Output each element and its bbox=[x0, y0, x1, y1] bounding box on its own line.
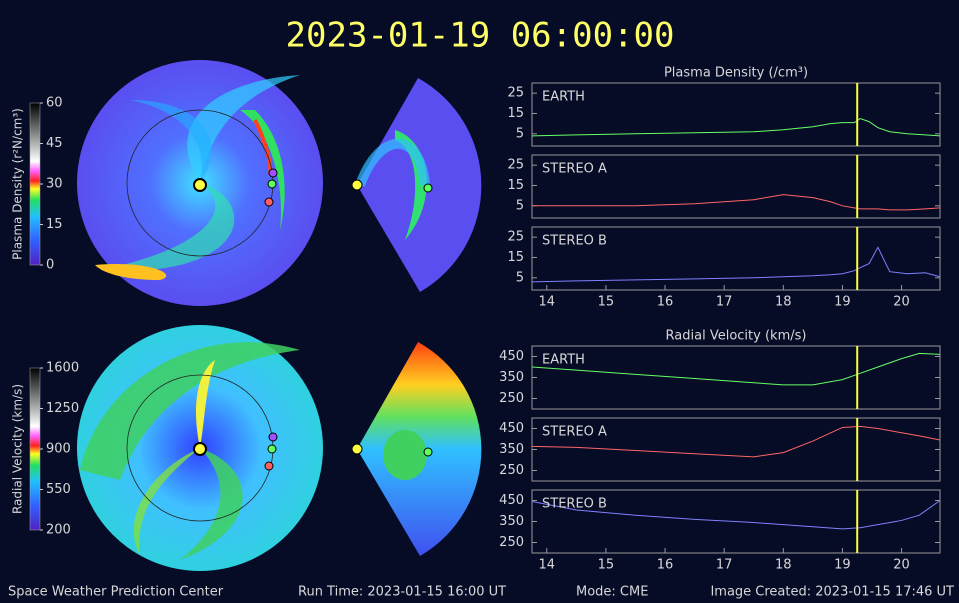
y-tick-label: 15 bbox=[507, 250, 524, 265]
plot-frame bbox=[531, 226, 941, 291]
x-tick-label: 19 bbox=[834, 558, 851, 573]
y-tick-label: 15 bbox=[507, 178, 524, 193]
y-tick-label: 350 bbox=[499, 370, 524, 385]
series-line bbox=[531, 246, 941, 283]
footer-created: Image Created: 2023-01-15 17:46 UT bbox=[710, 585, 954, 600]
x-tick-label: 20 bbox=[893, 295, 910, 310]
plot-frame bbox=[531, 154, 941, 219]
x-tick-label: 14 bbox=[539, 558, 556, 573]
footer-source: Space Weather Prediction Center bbox=[8, 585, 224, 600]
x-tick-label: 17 bbox=[716, 295, 733, 310]
x-tick-label: 15 bbox=[598, 558, 615, 573]
velocity-map bbox=[77, 325, 482, 571]
series-label: EARTH bbox=[542, 353, 585, 368]
colorbar-tick-label: 1600 bbox=[46, 361, 79, 376]
panel-title: Radial Velocity (km/s) bbox=[666, 329, 807, 344]
plot-frame bbox=[531, 82, 941, 147]
series-line bbox=[531, 425, 941, 458]
colorbar-tick-label: 60 bbox=[46, 96, 63, 111]
y-tick-label: 5 bbox=[516, 126, 524, 141]
colorbar-tick-label: 30 bbox=[46, 177, 63, 192]
x-tick-label: 16 bbox=[657, 295, 674, 310]
colorbar-tick-label: 1250 bbox=[46, 401, 79, 416]
y-tick-label: 450 bbox=[499, 493, 524, 508]
series-line bbox=[532, 194, 941, 211]
x-tick-label: 17 bbox=[716, 558, 733, 573]
series-line bbox=[531, 352, 941, 386]
x-tick-label: 15 bbox=[598, 295, 615, 310]
series-label: STEREO B bbox=[542, 497, 607, 512]
colorbar-tick-label: 15 bbox=[46, 217, 63, 232]
footer-mode: Mode: CME bbox=[576, 585, 648, 600]
y-tick-label: 250 bbox=[499, 391, 524, 406]
y-tick-label: 25 bbox=[507, 158, 524, 173]
density-map bbox=[77, 60, 482, 306]
y-tick-label: 5 bbox=[516, 198, 524, 213]
series-line bbox=[531, 118, 941, 137]
x-tick-label: 20 bbox=[893, 558, 910, 573]
y-tick-label: 450 bbox=[499, 349, 524, 364]
panel-title: Plasma Density (/cm³) bbox=[664, 66, 808, 81]
y-tick-label: 5 bbox=[516, 270, 524, 285]
series-label: STEREO B bbox=[542, 234, 607, 249]
y-tick-label: 25 bbox=[507, 86, 524, 101]
colorbar-tick-label: 200 bbox=[46, 523, 71, 538]
colorbar-tick-label: 550 bbox=[46, 482, 71, 497]
y-tick-label: 15 bbox=[507, 106, 524, 121]
colorbar bbox=[29, 367, 41, 531]
colorbar-tick-label: 900 bbox=[46, 442, 71, 457]
y-tick-label: 350 bbox=[499, 514, 524, 529]
colorbar-tick-label: 45 bbox=[46, 136, 63, 151]
series-label: STEREO A bbox=[542, 162, 607, 177]
series-label: EARTH bbox=[542, 90, 585, 105]
x-tick-label: 19 bbox=[834, 295, 851, 310]
colorbar-tick-label: 0 bbox=[46, 258, 54, 273]
plot-frame bbox=[531, 345, 941, 410]
x-tick-label: 14 bbox=[539, 295, 556, 310]
series-line bbox=[531, 500, 941, 530]
x-tick-label: 18 bbox=[775, 295, 792, 310]
y-tick-label: 250 bbox=[499, 463, 524, 478]
x-tick-label: 16 bbox=[657, 558, 674, 573]
colorbar-label: Plasma Density (r²N/cm³) bbox=[11, 108, 25, 260]
y-tick-label: 350 bbox=[499, 442, 524, 457]
y-tick-label: 250 bbox=[499, 535, 524, 550]
footer-run-time: Run Time: 2023-01-15 16:00 UT bbox=[298, 585, 506, 600]
colorbar-label: Radial Velocity (km/s) bbox=[11, 384, 25, 514]
y-tick-label: 25 bbox=[507, 230, 524, 245]
page-title: 2023-01-19 06:00:00 bbox=[286, 16, 675, 56]
colorbar bbox=[29, 102, 41, 266]
y-tick-label: 450 bbox=[499, 421, 524, 436]
series-label: STEREO A bbox=[542, 425, 607, 440]
x-tick-label: 18 bbox=[775, 558, 792, 573]
